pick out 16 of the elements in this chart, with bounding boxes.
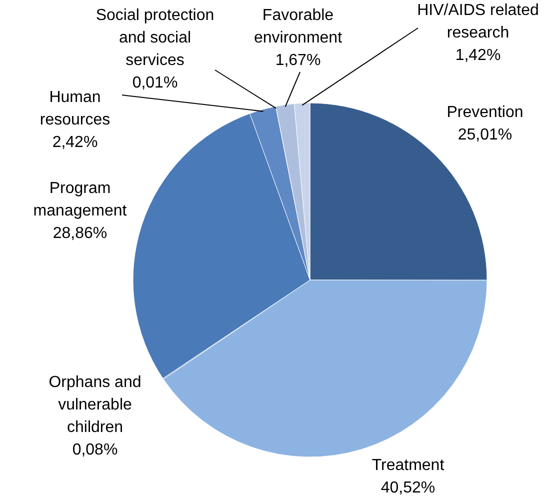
data-label: 2,42% <box>52 134 98 151</box>
slice-label: Orphans and vulnerable children <box>48 374 142 436</box>
slice-label: Social protection and social services <box>96 7 214 69</box>
slice-label: Human resources <box>40 89 110 128</box>
data-label: 0,08% <box>72 442 118 458</box>
data-label: 40,52% <box>380 480 436 496</box>
slice-label: Treatment <box>372 457 445 474</box>
data-label: 25,01% <box>458 126 512 144</box>
data-label: 1,42% <box>455 47 501 64</box>
slice-label: HIV/AIDS related research <box>417 2 539 42</box>
data-label: 1,67% <box>275 52 321 69</box>
slice-label: Program management <box>33 180 128 220</box>
data-label: 28,86% <box>52 225 108 242</box>
slice-label: Favorable environment <box>254 7 343 46</box>
data-label: 0,01% <box>132 74 178 92</box>
slice-label: Prevention <box>446 104 524 121</box>
